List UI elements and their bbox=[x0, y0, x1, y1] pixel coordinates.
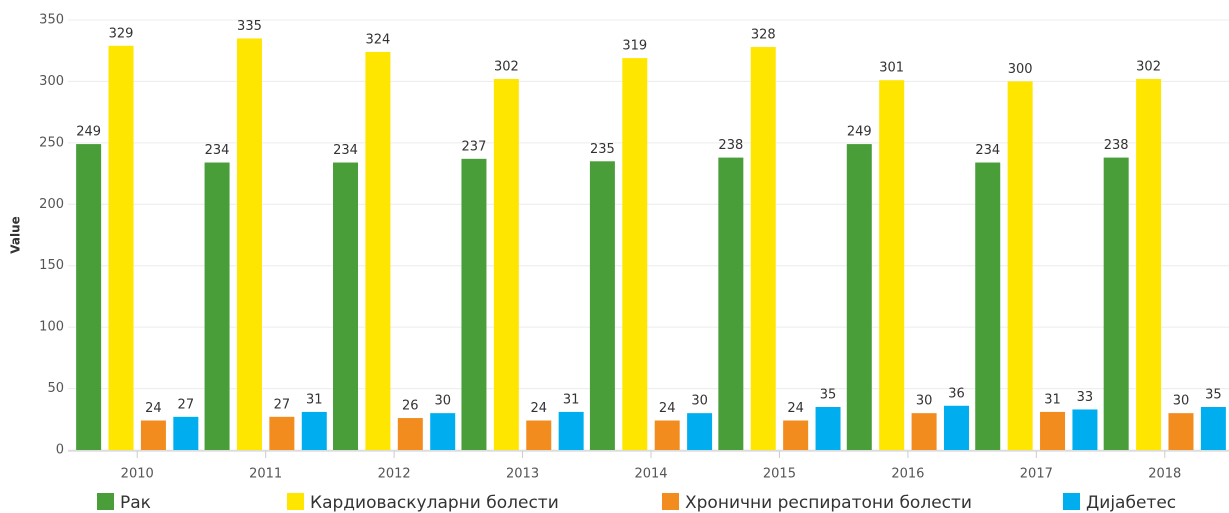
value-label: 35 bbox=[1205, 388, 1222, 403]
bar bbox=[1168, 413, 1194, 450]
bar bbox=[430, 413, 456, 450]
value-label: 319 bbox=[622, 39, 647, 54]
value-label: 302 bbox=[1136, 59, 1161, 74]
bar bbox=[493, 78, 519, 450]
bar bbox=[783, 420, 809, 450]
value-label: 234 bbox=[975, 143, 1000, 158]
bar bbox=[204, 162, 230, 450]
value-label: 300 bbox=[1008, 62, 1033, 77]
value-label: 24 bbox=[659, 401, 676, 416]
bar bbox=[140, 420, 166, 450]
bar bbox=[461, 158, 487, 451]
bar bbox=[236, 38, 262, 451]
bar bbox=[526, 420, 552, 450]
bar bbox=[301, 411, 327, 450]
value-label: 30 bbox=[1173, 394, 1190, 409]
y-tick-label: 250 bbox=[39, 135, 64, 150]
value-label: 33 bbox=[1077, 390, 1094, 405]
bar bbox=[1103, 157, 1129, 450]
value-label: 24 bbox=[530, 401, 547, 416]
value-label: 31 bbox=[1044, 392, 1061, 407]
value-label: 30 bbox=[691, 394, 708, 409]
legend-swatch bbox=[1063, 493, 1080, 510]
legend-label: Хронични респиратони болести bbox=[685, 493, 972, 513]
value-label: 234 bbox=[333, 143, 358, 158]
y-tick-label: 200 bbox=[39, 197, 64, 212]
bar bbox=[750, 47, 776, 451]
x-tick-label: 2016 bbox=[891, 467, 924, 482]
y-axis-label: Value bbox=[9, 216, 23, 254]
bar bbox=[1200, 407, 1226, 450]
bar bbox=[975, 162, 1001, 450]
value-label: 328 bbox=[751, 28, 776, 43]
bar bbox=[589, 161, 615, 451]
y-tick-label: 150 bbox=[39, 258, 64, 273]
bar bbox=[173, 416, 199, 450]
y-tick-label: 0 bbox=[56, 443, 64, 458]
value-label: 324 bbox=[365, 32, 390, 47]
value-label: 24 bbox=[145, 401, 162, 416]
value-label: 249 bbox=[847, 125, 872, 140]
bar bbox=[879, 80, 905, 450]
legend-label: Кардиоваскуларни болести bbox=[310, 493, 559, 513]
legend-swatch bbox=[662, 493, 679, 510]
bar bbox=[1040, 411, 1066, 450]
value-label: 302 bbox=[494, 59, 519, 74]
value-label: 301 bbox=[879, 61, 904, 76]
x-tick-label: 2010 bbox=[121, 467, 154, 482]
bar bbox=[718, 157, 744, 450]
bar bbox=[815, 407, 841, 450]
x-tick-label: 2017 bbox=[1020, 467, 1053, 482]
bar bbox=[846, 144, 872, 451]
value-label: 30 bbox=[916, 394, 933, 409]
value-label: 36 bbox=[948, 386, 965, 401]
y-tick-label: 350 bbox=[39, 13, 64, 28]
value-label: 238 bbox=[718, 138, 743, 153]
x-tick-label: 2018 bbox=[1148, 467, 1181, 482]
bar bbox=[333, 162, 359, 450]
x-tick-label: 2011 bbox=[249, 467, 282, 482]
value-label: 329 bbox=[109, 26, 134, 41]
value-label: 27 bbox=[178, 397, 195, 412]
bar bbox=[687, 413, 713, 450]
bar bbox=[558, 411, 584, 450]
bar bbox=[911, 413, 937, 450]
bar bbox=[622, 58, 648, 450]
legend-swatch bbox=[97, 493, 114, 510]
value-label: 31 bbox=[563, 392, 580, 407]
legend-label: Рак bbox=[120, 493, 151, 513]
value-label: 27 bbox=[274, 397, 291, 412]
value-label: 249 bbox=[76, 125, 101, 140]
value-label: 35 bbox=[820, 388, 837, 403]
bar bbox=[269, 416, 295, 450]
x-tick-label: 2015 bbox=[763, 467, 796, 482]
bar bbox=[397, 418, 423, 450]
value-label: 238 bbox=[1104, 138, 1129, 153]
y-tick-label: 300 bbox=[39, 74, 64, 89]
value-label: 26 bbox=[402, 399, 419, 414]
bar bbox=[943, 405, 969, 450]
bar bbox=[108, 45, 134, 451]
x-tick-label: 2013 bbox=[506, 467, 539, 482]
value-label: 235 bbox=[590, 142, 615, 157]
value-label: 234 bbox=[205, 143, 230, 158]
bar bbox=[654, 420, 680, 450]
legend-swatch bbox=[287, 493, 304, 510]
y-tick-label: 50 bbox=[47, 381, 64, 396]
bar bbox=[365, 51, 391, 450]
value-label: 24 bbox=[787, 401, 804, 416]
bar bbox=[1007, 81, 1033, 450]
value-label: 335 bbox=[237, 19, 262, 34]
x-tick-label: 2014 bbox=[634, 467, 667, 482]
bar bbox=[76, 144, 102, 451]
x-tick-label: 2012 bbox=[378, 467, 411, 482]
value-label: 237 bbox=[462, 139, 487, 154]
bar bbox=[1072, 409, 1098, 450]
y-tick-label: 100 bbox=[39, 320, 64, 335]
value-label: 31 bbox=[306, 392, 323, 407]
value-label: 30 bbox=[434, 394, 451, 409]
bar bbox=[1136, 78, 1162, 450]
legend-label: Дијабетес bbox=[1086, 493, 1176, 513]
